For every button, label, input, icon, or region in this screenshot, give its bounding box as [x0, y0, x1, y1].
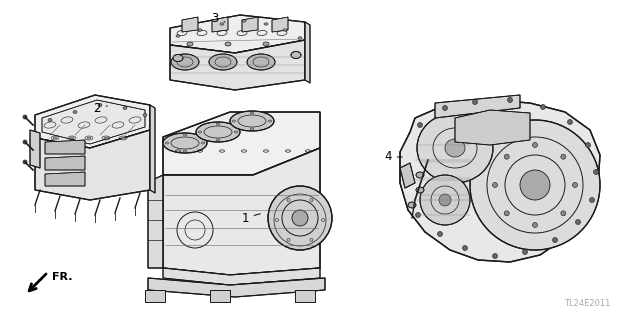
Polygon shape	[148, 175, 163, 268]
Ellipse shape	[268, 186, 332, 250]
Ellipse shape	[532, 222, 538, 227]
Text: 3: 3	[211, 11, 225, 25]
Ellipse shape	[575, 219, 580, 225]
Ellipse shape	[561, 211, 566, 216]
Ellipse shape	[561, 154, 566, 159]
Polygon shape	[45, 156, 85, 170]
Ellipse shape	[408, 202, 416, 208]
Ellipse shape	[98, 103, 102, 107]
Ellipse shape	[209, 54, 237, 70]
Ellipse shape	[53, 137, 57, 139]
Ellipse shape	[121, 137, 125, 139]
Text: 1: 1	[241, 211, 260, 225]
Ellipse shape	[504, 154, 509, 159]
Ellipse shape	[470, 120, 600, 250]
Ellipse shape	[198, 29, 202, 31]
Ellipse shape	[263, 42, 269, 46]
Polygon shape	[30, 130, 40, 168]
Ellipse shape	[508, 98, 513, 102]
Polygon shape	[170, 40, 305, 90]
Ellipse shape	[247, 54, 275, 70]
Polygon shape	[163, 148, 320, 275]
Polygon shape	[400, 100, 600, 262]
Ellipse shape	[416, 187, 424, 193]
Ellipse shape	[23, 160, 27, 164]
Ellipse shape	[573, 182, 577, 188]
Ellipse shape	[420, 175, 470, 225]
Ellipse shape	[593, 169, 598, 174]
Ellipse shape	[589, 197, 595, 203]
Ellipse shape	[442, 106, 447, 110]
Ellipse shape	[73, 110, 77, 114]
Ellipse shape	[439, 194, 451, 206]
Polygon shape	[400, 163, 415, 188]
Ellipse shape	[264, 23, 268, 25]
Ellipse shape	[230, 111, 274, 131]
Polygon shape	[150, 105, 155, 193]
Ellipse shape	[176, 35, 180, 37]
Text: FR.: FR.	[52, 272, 72, 282]
Ellipse shape	[417, 113, 493, 183]
Ellipse shape	[417, 122, 422, 128]
Ellipse shape	[23, 140, 27, 144]
Ellipse shape	[23, 115, 27, 119]
Ellipse shape	[123, 107, 127, 109]
Polygon shape	[35, 95, 150, 148]
Ellipse shape	[415, 212, 420, 218]
Ellipse shape	[541, 105, 545, 109]
Text: 2: 2	[93, 102, 108, 115]
Ellipse shape	[552, 238, 557, 242]
Ellipse shape	[463, 246, 467, 250]
Ellipse shape	[504, 211, 509, 216]
Ellipse shape	[143, 114, 147, 116]
Polygon shape	[435, 95, 520, 118]
Polygon shape	[163, 268, 320, 285]
Ellipse shape	[104, 137, 108, 139]
Ellipse shape	[163, 133, 207, 153]
Polygon shape	[212, 17, 228, 32]
Polygon shape	[42, 100, 145, 144]
Ellipse shape	[586, 143, 591, 147]
Ellipse shape	[298, 37, 302, 39]
Ellipse shape	[187, 42, 193, 46]
Polygon shape	[163, 112, 320, 175]
Ellipse shape	[173, 55, 183, 62]
Polygon shape	[455, 110, 530, 145]
Ellipse shape	[416, 172, 424, 178]
Polygon shape	[272, 17, 288, 32]
Polygon shape	[145, 290, 165, 302]
Ellipse shape	[445, 139, 465, 157]
Ellipse shape	[568, 120, 573, 124]
Text: TL24E2011: TL24E2011	[564, 299, 610, 308]
Polygon shape	[295, 290, 315, 302]
Ellipse shape	[438, 232, 442, 236]
Ellipse shape	[283, 29, 287, 31]
Ellipse shape	[522, 249, 527, 255]
Polygon shape	[35, 130, 150, 200]
Ellipse shape	[242, 20, 246, 22]
Ellipse shape	[48, 118, 52, 122]
Polygon shape	[242, 17, 258, 32]
Ellipse shape	[472, 100, 477, 105]
Polygon shape	[148, 278, 325, 297]
Text: 4: 4	[384, 151, 402, 164]
Polygon shape	[182, 17, 198, 32]
Polygon shape	[170, 15, 305, 53]
Ellipse shape	[171, 54, 199, 70]
Ellipse shape	[493, 254, 497, 258]
Ellipse shape	[291, 51, 301, 58]
Polygon shape	[45, 140, 85, 154]
Ellipse shape	[520, 170, 550, 200]
Ellipse shape	[493, 182, 497, 188]
Ellipse shape	[532, 143, 538, 147]
Ellipse shape	[196, 122, 240, 142]
Polygon shape	[305, 22, 310, 83]
Polygon shape	[45, 172, 85, 186]
Ellipse shape	[292, 210, 308, 226]
Polygon shape	[210, 290, 230, 302]
Ellipse shape	[220, 23, 224, 25]
Ellipse shape	[70, 137, 74, 139]
Ellipse shape	[87, 137, 91, 139]
Ellipse shape	[225, 42, 231, 46]
